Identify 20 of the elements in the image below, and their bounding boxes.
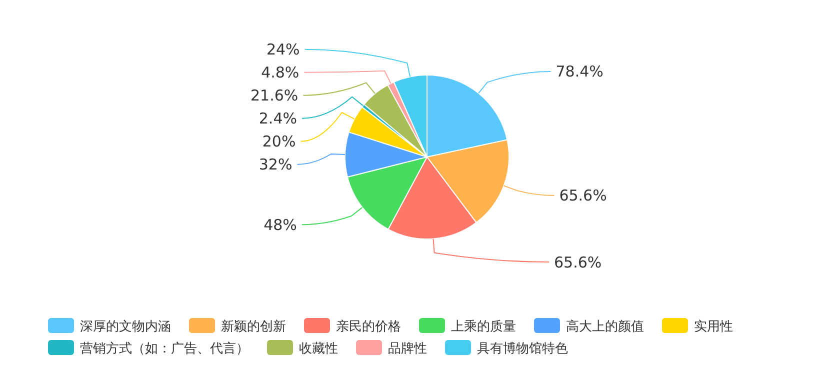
data-label: 65.6% bbox=[559, 186, 607, 205]
data-label: 32% bbox=[258, 156, 292, 174]
legend-label: 新颖的创新 bbox=[221, 320, 286, 335]
legend-label: 上乘的质量 bbox=[451, 320, 516, 335]
data-label: 48% bbox=[264, 216, 297, 234]
data-label: 24% bbox=[266, 40, 300, 59]
legend-label: 高大上的颜值 bbox=[566, 318, 644, 335]
data-label: 20% bbox=[262, 132, 296, 151]
legend-label: 品牌性 bbox=[388, 342, 427, 357]
data-label: 65.6% bbox=[554, 253, 602, 272]
legend-label: 深厚的文物内涵 bbox=[80, 320, 171, 335]
data-label: 78.4% bbox=[556, 62, 604, 81]
legend-label: 营销方式（如：广告、代言） bbox=[80, 340, 249, 357]
legend-label: 收藏性 bbox=[299, 342, 338, 357]
legend-label: 亲民的价格 bbox=[336, 320, 401, 335]
data-label: 4.8% bbox=[261, 64, 300, 82]
data-label: 2.4% bbox=[258, 110, 298, 128]
data-label: 21.6% bbox=[250, 86, 298, 105]
legend-label: 具有博物馆特色 bbox=[477, 342, 568, 357]
legend-label: 实用性 bbox=[694, 320, 733, 335]
